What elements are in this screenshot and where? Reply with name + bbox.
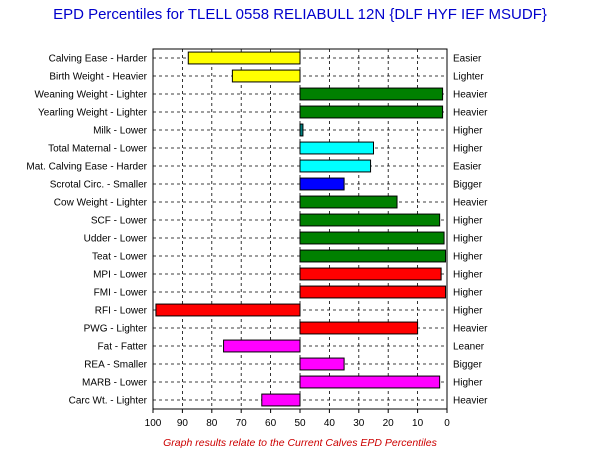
bar-18 bbox=[299, 357, 345, 371]
row-right-label: Easier bbox=[453, 162, 482, 173]
row-left-label: Milk - Lower bbox=[93, 126, 148, 137]
row-right-label: Higher bbox=[453, 126, 483, 137]
row-left-label: REA - Smaller bbox=[84, 360, 147, 371]
row-right-label: Higher bbox=[453, 306, 483, 317]
x-tick-label: 70 bbox=[236, 418, 248, 429]
row-right-label: Higher bbox=[453, 234, 483, 245]
row-left-label: Cow Weight - Lighter bbox=[54, 198, 148, 209]
bar-12 bbox=[299, 249, 447, 263]
row-right-label: Heavier bbox=[453, 324, 488, 335]
chart-title: EPD Percentiles for TLELL 0558 RELIABULL… bbox=[53, 6, 547, 23]
x-tick-label: 90 bbox=[177, 418, 189, 429]
row-left-label: Calving Ease - Harder bbox=[49, 54, 148, 65]
plot-frame bbox=[152, 48, 448, 410]
bar-7 bbox=[299, 159, 372, 173]
row-left-label: Fat - Fatter bbox=[98, 342, 148, 353]
row-right-label: Heavier bbox=[453, 198, 488, 209]
row-right-label: Heavier bbox=[453, 108, 488, 119]
bar-2 bbox=[231, 69, 301, 83]
x-tick-label: 80 bbox=[206, 418, 218, 429]
row-left-label: PWG - Lighter bbox=[84, 324, 148, 335]
row-left-label: Udder - Lower bbox=[84, 234, 148, 245]
row-right-label: Higher bbox=[453, 252, 483, 263]
row-right-label: Bigger bbox=[453, 180, 483, 191]
bar-16 bbox=[299, 321, 419, 335]
bar-3 bbox=[299, 87, 444, 101]
row-left-label: MARB - Lower bbox=[82, 378, 148, 389]
x-tick-label: 50 bbox=[294, 418, 306, 429]
row-left-label: Scrotal Circ. - Smaller bbox=[50, 180, 148, 191]
row-left-label: Mat. Calving Ease - Harder bbox=[26, 162, 147, 173]
row-right-label: Higher bbox=[453, 216, 483, 227]
row-left-label: Birth Weight - Heavier bbox=[49, 72, 147, 83]
row-right-label: Heavier bbox=[453, 396, 488, 407]
bar-5 bbox=[299, 123, 304, 137]
bar-19 bbox=[299, 375, 441, 389]
row-left-label: Weaning Weight - Lighter bbox=[35, 90, 148, 101]
bar-layer bbox=[155, 51, 447, 407]
bar-4 bbox=[299, 105, 444, 119]
bar-9 bbox=[299, 195, 398, 209]
row-right-label: Bigger bbox=[453, 360, 483, 371]
row-right-label: Lighter bbox=[453, 72, 484, 83]
row-right-label: Higher bbox=[453, 288, 483, 299]
row-right-label: Heavier bbox=[453, 90, 488, 101]
x-tick-label: 20 bbox=[383, 418, 395, 429]
bar-13 bbox=[299, 267, 442, 281]
x-tick-label: 0 bbox=[444, 418, 450, 429]
x-tick-label: 30 bbox=[353, 418, 365, 429]
bar-17 bbox=[223, 339, 301, 353]
row-right-label: Leaner bbox=[453, 342, 485, 353]
row-left-label: FMI - Lower bbox=[94, 288, 148, 299]
row-left-label: Teat - Lower bbox=[92, 252, 148, 263]
chart-footnote: Graph results relate to the Current Calv… bbox=[163, 437, 437, 449]
row-left-label: MPI - Lower bbox=[93, 270, 148, 281]
bar-10 bbox=[299, 213, 441, 227]
bar-8 bbox=[299, 177, 345, 191]
bar-20 bbox=[261, 393, 301, 407]
row-right-label: Higher bbox=[453, 270, 483, 281]
bar-1 bbox=[187, 51, 301, 65]
x-tick-label: 60 bbox=[265, 418, 277, 429]
bar-11 bbox=[299, 231, 445, 245]
x-tick-label: 10 bbox=[412, 418, 424, 429]
row-left-label: RFI - Lower bbox=[95, 306, 148, 317]
bar-15 bbox=[155, 303, 301, 317]
row-left-label: Total Maternal - Lower bbox=[48, 144, 148, 155]
row-right-label: Easier bbox=[453, 54, 482, 65]
row-left-label: Yearling Weight - Lighter bbox=[38, 108, 148, 119]
row-right-label: Higher bbox=[453, 144, 483, 155]
x-tick-label: 40 bbox=[324, 418, 336, 429]
bar-14 bbox=[299, 285, 447, 299]
bar-6 bbox=[299, 141, 374, 155]
row-left-label: SCF - Lower bbox=[91, 216, 148, 227]
row-left-label: Carc Wt. - Lighter bbox=[69, 396, 148, 407]
row-right-label: Higher bbox=[453, 378, 483, 389]
x-tick-label: 100 bbox=[145, 418, 162, 429]
